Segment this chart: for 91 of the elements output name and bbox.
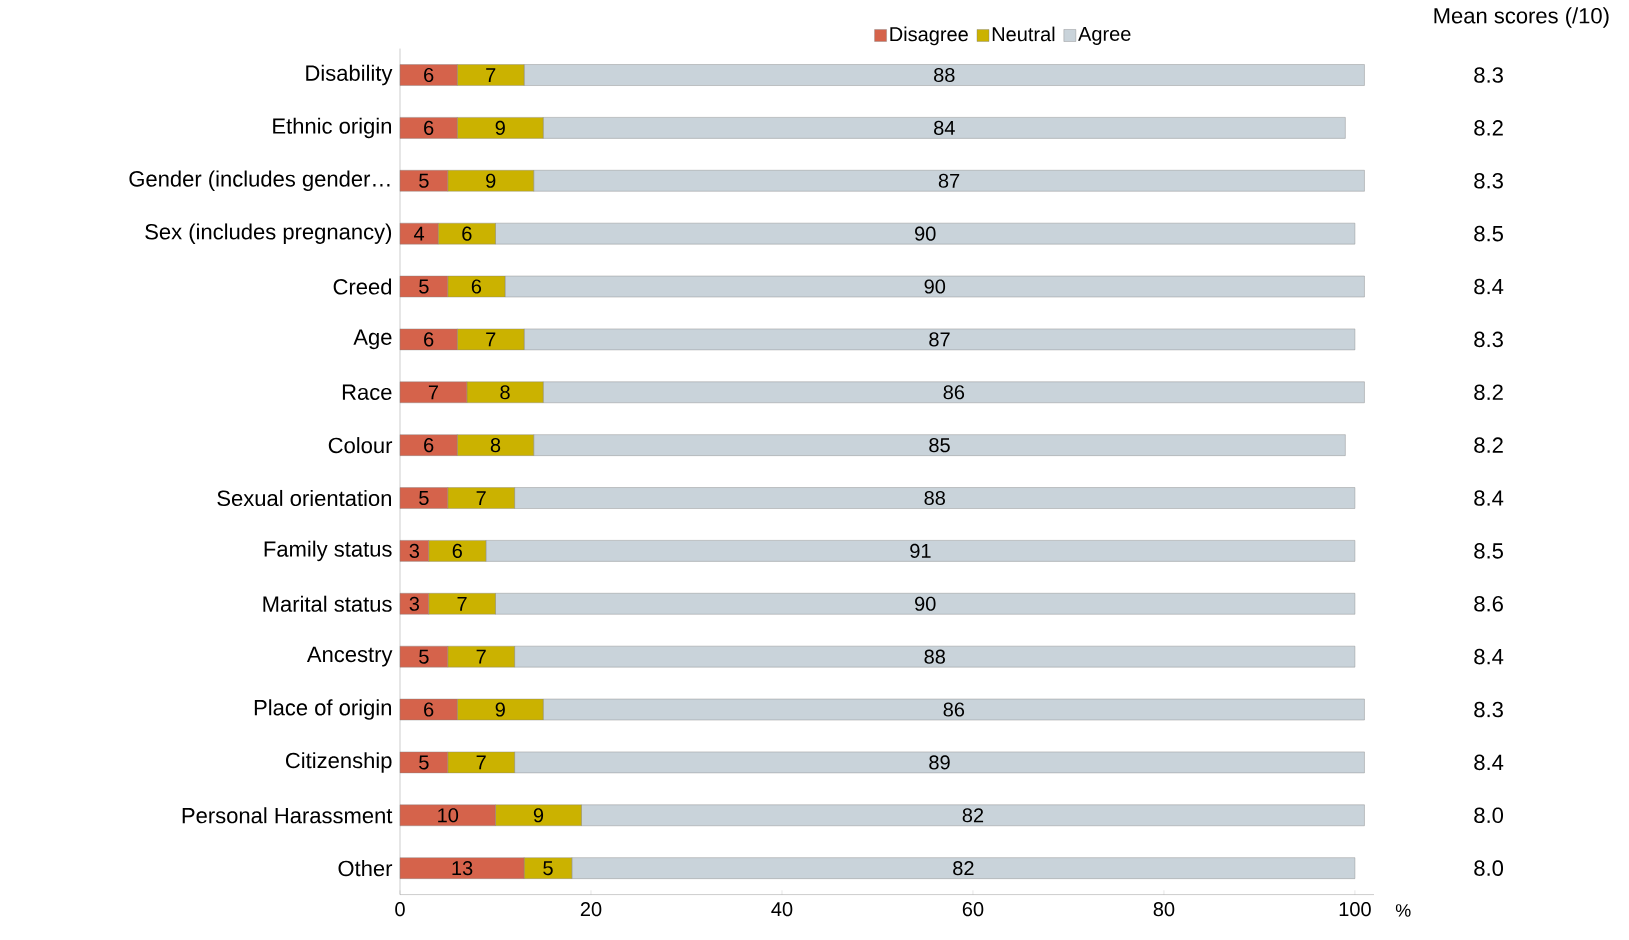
data-label: 5 <box>419 173 429 188</box>
data-label: 7 <box>476 755 486 770</box>
data-label: 5 <box>419 755 429 770</box>
data-label: 85 <box>929 438 950 453</box>
text: 8.2 <box>1474 120 1503 136</box>
text: 8.0 <box>1474 860 1504 877</box>
data-label: 7 <box>486 332 496 347</box>
y-tick-label: Ethnic origin <box>273 117 392 139</box>
data-label: 7 <box>428 385 438 400</box>
data-label: 6 <box>462 226 472 241</box>
data-label: 9 <box>495 121 505 136</box>
text: 8.5 <box>1474 543 1503 559</box>
text: 8.6 <box>1474 596 1503 612</box>
y-tick-label: Ancestry <box>306 647 393 667</box>
legend-label: Disagree <box>890 26 968 46</box>
data-label: 5 <box>543 861 553 876</box>
text: 8.5 <box>1474 226 1503 242</box>
data-label: 6 <box>424 332 434 347</box>
text: 8.3 <box>1474 701 1503 718</box>
data-label: 86 <box>943 702 965 717</box>
text: 8.3 <box>1474 67 1503 84</box>
data-label: 90 <box>915 226 936 241</box>
y-tick-label: Race <box>342 384 392 401</box>
data-label: 84 <box>934 121 955 136</box>
text: 8.4 <box>1474 649 1504 665</box>
data-label: 8 <box>500 385 510 400</box>
data-label: 90 <box>915 596 936 612</box>
data-label: 7 <box>476 649 486 664</box>
y-tick-label: Sexual orientation <box>217 490 391 507</box>
data-label: 8 <box>490 438 501 453</box>
y-tick-label: Place of origin <box>254 699 392 720</box>
data-label: 6 <box>452 544 462 559</box>
y-tick-label: Colour <box>328 437 393 454</box>
y-tick-label: Gender (includes gender… <box>129 170 390 192</box>
data-label: 88 <box>924 491 945 506</box>
text: 8.0 <box>1474 807 1504 824</box>
data-label: 3 <box>409 544 420 559</box>
data-label: 87 <box>938 173 960 189</box>
y-tick-label: Creed <box>333 278 392 295</box>
legend-label: Neutral <box>992 26 1055 42</box>
x-tick-label: 40 <box>771 902 793 917</box>
y-tick-label: Disability <box>306 64 393 86</box>
data-label: 5 <box>419 279 429 294</box>
data-label: 6 <box>471 279 482 294</box>
text: 8.4 <box>1474 754 1504 771</box>
data-label: 87 <box>929 332 950 347</box>
data-label: 6 <box>424 121 434 136</box>
data-label: 5 <box>419 649 429 664</box>
text: 8.4 <box>1474 278 1504 295</box>
data-label: 4 <box>413 226 425 241</box>
data-label: 3 <box>409 596 420 612</box>
data-label: 6 <box>424 68 434 83</box>
text: Mean scores (/10) <box>1434 7 1609 29</box>
x-tick-label: 20 <box>580 902 602 917</box>
x-axis-title: % <box>1395 904 1411 917</box>
data-label: 5 <box>419 491 429 506</box>
data-label: 90 <box>924 279 946 294</box>
y-tick-label: Citizenship <box>285 752 392 773</box>
text: 8.4 <box>1474 490 1504 507</box>
data-label: 10 <box>438 808 459 823</box>
data-label: 89 <box>929 755 950 770</box>
text: 8.2 <box>1474 384 1503 401</box>
y-tick-label: Sex (includes pregnancy) <box>145 223 392 245</box>
data-label: 91 <box>910 544 931 559</box>
data-label: 13 <box>452 861 473 876</box>
data-label: 9 <box>533 808 544 823</box>
text: 8.2 <box>1474 437 1503 454</box>
y-tick-label: Other <box>338 860 393 877</box>
data-label: 9 <box>495 702 505 717</box>
text: 8.3 <box>1474 173 1503 189</box>
y-tick-label: Family status <box>264 540 392 562</box>
data-label: 82 <box>953 861 974 876</box>
y-tick-label: Personal Harassment <box>182 807 393 824</box>
data-label: 9 <box>486 173 496 189</box>
data-label: 82 <box>962 808 984 823</box>
x-tick-label: 0 <box>395 902 405 917</box>
y-tick-label: Age <box>353 329 392 350</box>
legend-label: Agree <box>1078 27 1131 46</box>
data-label: 88 <box>934 68 955 83</box>
data-label: 7 <box>476 491 486 506</box>
data-label: 6 <box>424 438 434 453</box>
text: 8.3 <box>1474 331 1503 348</box>
data-label: 6 <box>424 702 434 717</box>
y-tick-label: Marital status <box>263 595 392 613</box>
data-label: 7 <box>486 68 496 83</box>
x-tick-label: 60 <box>962 902 984 917</box>
data-label: 7 <box>457 597 467 611</box>
x-tick-label: 80 <box>1153 902 1175 917</box>
data-label: 86 <box>943 385 965 400</box>
data-label: 88 <box>924 649 945 664</box>
x-tick-label: 100 <box>1339 902 1371 917</box>
